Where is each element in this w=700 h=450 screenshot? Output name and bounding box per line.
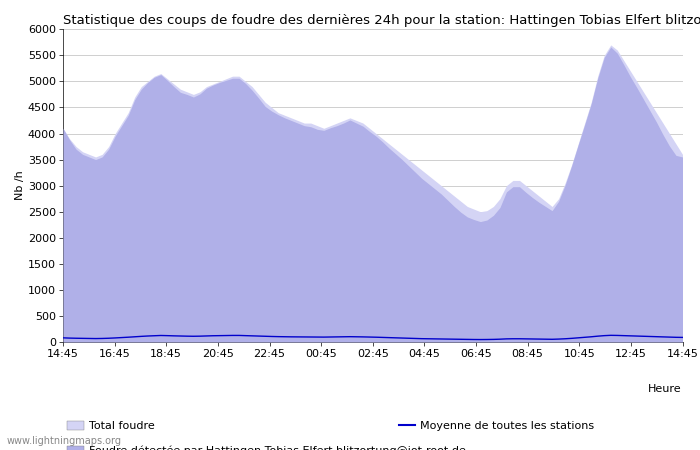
Text: Statistique des coups de foudre des dernières 24h pour la station: Hattingen Tob: Statistique des coups de foudre des dern… xyxy=(63,14,700,27)
Text: www.lightningmaps.org: www.lightningmaps.org xyxy=(7,436,122,446)
Y-axis label: Nb /h: Nb /h xyxy=(15,171,25,201)
Legend: Foudre détectée par Hattingen Tobias Elfert blitzortung@iot-root.de: Foudre détectée par Hattingen Tobias Elf… xyxy=(63,441,470,450)
Text: Heure: Heure xyxy=(648,384,682,394)
